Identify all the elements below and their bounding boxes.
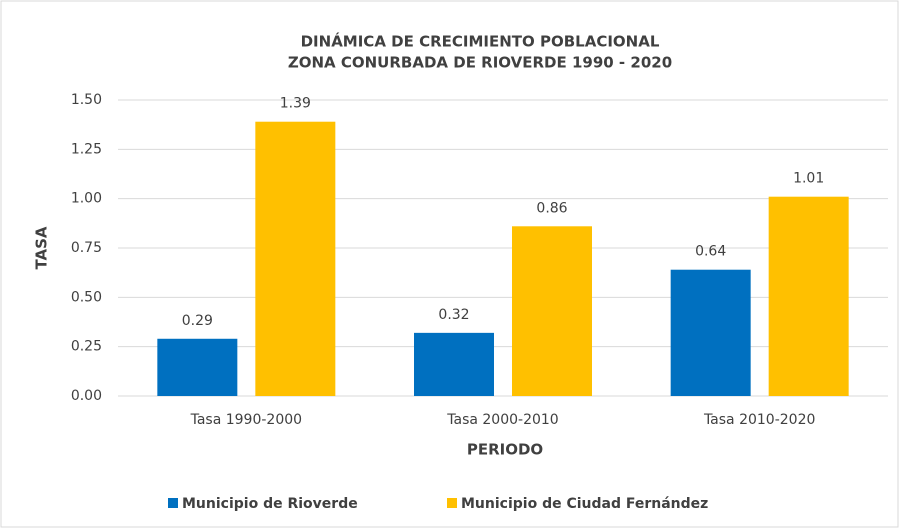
data-label: 0.29 [182, 313, 213, 329]
data-label: 1.01 [793, 171, 824, 187]
y-axis-title: TASA [33, 226, 51, 269]
data-label: 0.86 [536, 200, 567, 216]
legend-swatch [447, 498, 457, 508]
chart-title: DINÁMICA DE CRECIMIENTO POBLACIONAL [301, 32, 660, 51]
data-label: 0.32 [438, 307, 469, 323]
y-tick-label: 1.25 [71, 141, 102, 157]
bar [255, 121, 336, 396]
data-label: 0.64 [695, 244, 726, 260]
legend-label: Municipio de Ciudad Fernández [461, 496, 708, 512]
legend-label: Municipio de Rioverde [182, 496, 358, 512]
y-tick-label: 0.50 [71, 289, 102, 305]
x-axis-title: PERIODO [467, 441, 543, 459]
y-tick-label: 1.00 [71, 191, 102, 207]
x-tick-label: Tasa 1990-2000 [190, 412, 302, 428]
bar [414, 332, 494, 396]
x-tick-label: Tasa 2000-2010 [446, 412, 558, 428]
bar [670, 269, 751, 396]
bar [512, 226, 592, 396]
y-tick-label: 0.75 [71, 240, 102, 256]
y-tick-label: 1.50 [71, 92, 102, 108]
data-label: 1.39 [280, 96, 311, 112]
y-tick-label: 0.25 [71, 339, 102, 355]
bar [768, 196, 849, 396]
chart-subtitle: ZONA CONURBADA DE RIOVERDE 1990 - 2020 [288, 54, 672, 72]
x-tick-label: Tasa 2010-2020 [703, 412, 815, 428]
bar [157, 338, 238, 396]
legend-swatch [168, 498, 178, 508]
y-tick-label: 0.00 [71, 388, 102, 404]
